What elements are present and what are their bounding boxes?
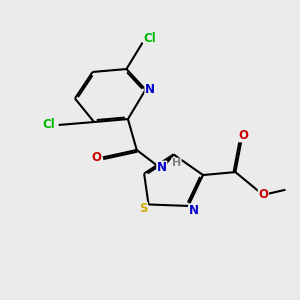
Text: O: O	[92, 151, 101, 164]
Text: Cl: Cl	[42, 118, 55, 131]
Text: O: O	[258, 188, 268, 201]
Text: N: N	[157, 161, 167, 174]
Text: Cl: Cl	[144, 32, 156, 45]
Text: N: N	[189, 204, 199, 217]
Text: O: O	[238, 129, 249, 142]
Text: N: N	[145, 83, 155, 96]
Text: S: S	[139, 202, 148, 215]
Text: H: H	[172, 158, 181, 168]
